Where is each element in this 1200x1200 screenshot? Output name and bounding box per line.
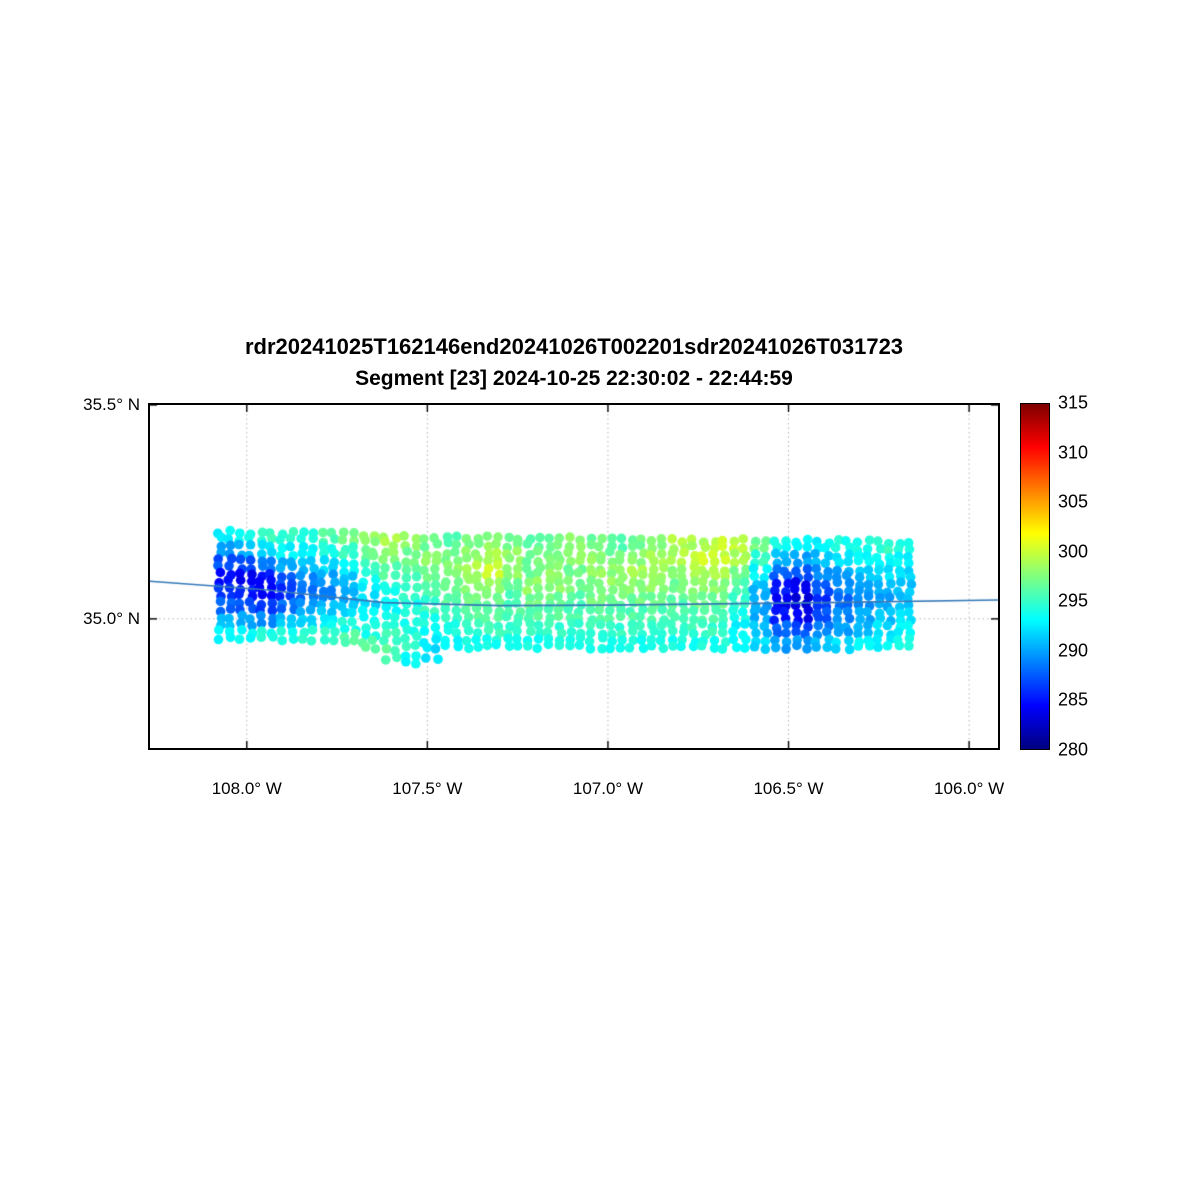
colorbar-tick-label: 285 (1058, 689, 1089, 710)
colorbar-tick-label: 290 (1058, 640, 1089, 661)
plot-area (148, 403, 1000, 750)
y-tick-label: 35.0° N (83, 608, 140, 628)
x-tick-label: 106.5° W (753, 779, 824, 798)
colorbar-tick-label: 280 (1058, 739, 1089, 760)
x-tick-label: 107.5° W (392, 779, 463, 798)
colorbar-tick-label: 300 (1058, 541, 1089, 562)
y-tick-label: 35.5° N (83, 395, 140, 414)
x-tick-label: 106.0° W (934, 779, 1005, 798)
colorbar-tick-label: 310 (1058, 442, 1089, 463)
colorbar-tick-label: 295 (1058, 590, 1089, 611)
colorbar-gradient (1020, 403, 1050, 750)
chart-subtitle: Segment [23] 2024-10-25 22:30:02 - 22:44… (355, 367, 793, 390)
plot-canvas (150, 405, 998, 748)
x-tick-label: 107.0° W (572, 779, 643, 798)
x-tick-label: 108.0° W (211, 779, 282, 798)
colorbar-tick-label: 315 (1058, 392, 1089, 413)
colorbar-tick-label: 305 (1058, 491, 1089, 512)
chart-title: rdr20241025T162146end20241026T002201sdr2… (244, 334, 904, 359)
